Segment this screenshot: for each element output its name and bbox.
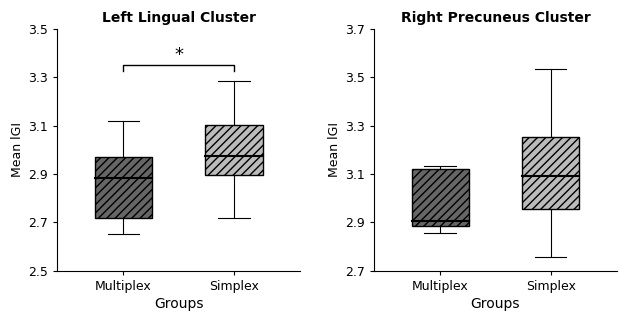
Bar <box>95 157 152 218</box>
Title: Left Lingual Cluster: Left Lingual Cluster <box>102 11 256 25</box>
Bar <box>522 137 580 209</box>
Text: *: * <box>174 46 183 64</box>
Title: Right Precuneus Cluster: Right Precuneus Cluster <box>401 11 590 25</box>
X-axis label: Groups: Groups <box>154 297 203 311</box>
X-axis label: Groups: Groups <box>470 297 520 311</box>
Bar <box>205 125 263 175</box>
Bar <box>411 169 469 226</box>
Y-axis label: Mean lGI: Mean lGI <box>328 122 341 177</box>
Y-axis label: Mean lGI: Mean lGI <box>11 122 24 177</box>
